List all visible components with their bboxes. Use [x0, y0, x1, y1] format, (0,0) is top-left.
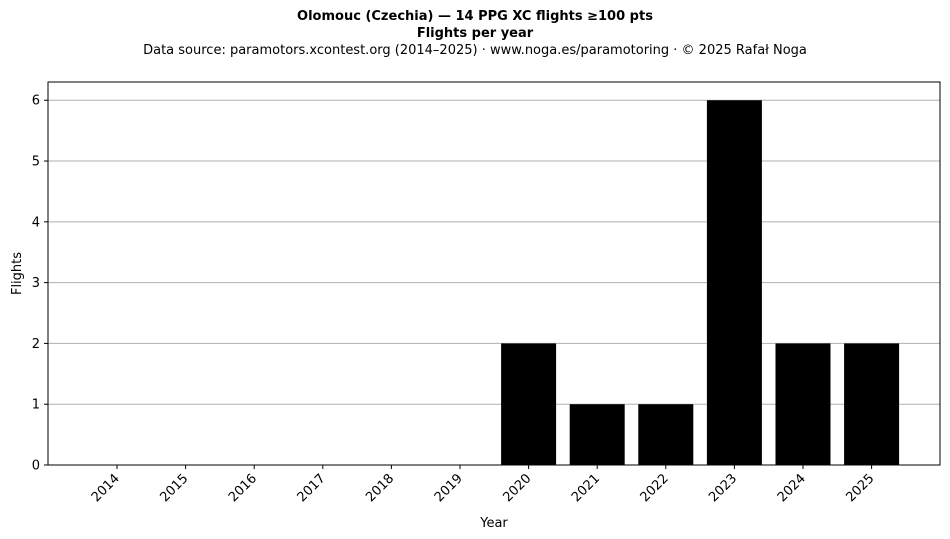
y-tick-label: 4 [32, 215, 40, 230]
x-axis-label: Year [479, 516, 508, 531]
y-tick-label: 1 [32, 398, 40, 413]
chart-subtitle: Flights per year [416, 26, 534, 41]
x-tick-label: 2014 [89, 471, 123, 505]
y-axis: 0 1 2 3 4 5 6 [32, 94, 48, 474]
plot-frame [47, 81, 941, 466]
x-tick-label: 2024 [775, 471, 809, 505]
bars [501, 100, 900, 465]
y-tick-label: 3 [32, 276, 40, 291]
bar [569, 404, 625, 465]
x-tick-label: 2022 [638, 471, 672, 505]
x-tick-label: 2023 [706, 471, 740, 505]
bar [706, 100, 762, 465]
x-tick-label: 2019 [432, 471, 466, 505]
bar [501, 343, 557, 465]
chart-title: Olomouc (Czechia) — 14 PPG XC flights ≥1… [297, 9, 653, 24]
x-tick-label: 2025 [843, 471, 877, 505]
x-tick-label: 2015 [157, 471, 191, 505]
bar [638, 404, 694, 465]
chart-titles: Olomouc (Czechia) — 14 PPG XC flights ≥1… [0, 8, 950, 59]
bar [775, 343, 831, 465]
x-tick-label: 2017 [295, 471, 329, 505]
x-tick-label: 2018 [363, 471, 397, 505]
chart-source-note: Data source: paramotors.xcontest.org (20… [143, 43, 807, 58]
x-axis: 2014 2015 2016 2017 2018 2019 2020 2021 2022 2023… [89, 465, 877, 505]
x-tick-label: 2021 [569, 471, 603, 505]
y-axis-label: Flights [10, 252, 25, 295]
y-tick-label: 6 [32, 94, 40, 109]
y-tick-label: 5 [32, 155, 40, 170]
x-tick-label: 2016 [226, 471, 260, 505]
y-tick-label: 0 [32, 459, 40, 474]
x-tick-label: 2020 [500, 471, 534, 505]
bar [844, 343, 900, 465]
y-tick-label: 2 [32, 337, 40, 352]
